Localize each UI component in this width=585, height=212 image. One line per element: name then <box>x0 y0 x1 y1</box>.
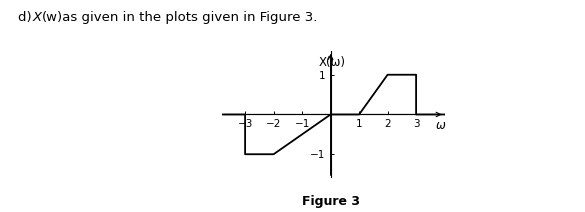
Text: (w): (w) <box>42 11 63 24</box>
Text: ω: ω <box>435 119 445 132</box>
Text: d): d) <box>18 11 36 24</box>
Text: Figure 3: Figure 3 <box>301 195 360 208</box>
Text: X: X <box>32 11 42 24</box>
Text: as given in the plots given in Figure 3.: as given in the plots given in Figure 3. <box>58 11 318 24</box>
Text: X(ω): X(ω) <box>318 56 345 69</box>
